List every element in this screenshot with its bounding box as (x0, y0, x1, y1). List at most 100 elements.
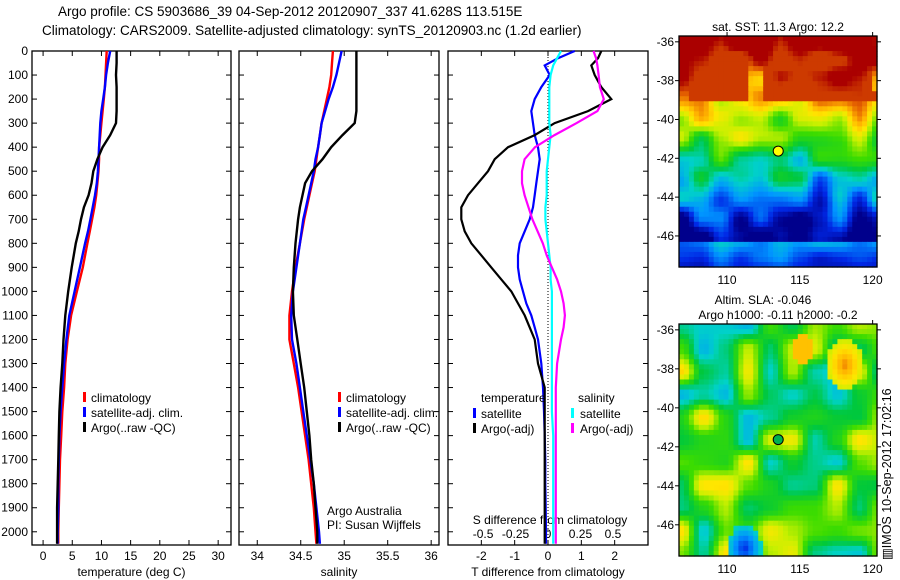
map-cell (688, 510, 695, 517)
map-cell (743, 349, 749, 355)
map-cell (718, 550, 725, 557)
map-cell (787, 465, 794, 471)
map-cell (778, 156, 784, 163)
map-cell (708, 186, 715, 193)
map-cell (743, 241, 749, 248)
map-cell (723, 121, 730, 127)
map-cell (698, 455, 705, 461)
map-cell (758, 379, 764, 386)
map-cell (842, 515, 848, 522)
y-tick-label: -42 (657, 151, 675, 165)
map-cell (817, 394, 824, 401)
map-cell (698, 226, 705, 233)
map-cell (733, 525, 739, 532)
map-cell (708, 176, 715, 183)
map-cell (782, 364, 789, 370)
map-cell (753, 36, 759, 42)
map-cell (812, 186, 819, 193)
map-cell (837, 201, 843, 208)
map-cell (807, 409, 814, 416)
map-cell (827, 364, 834, 370)
map-cell (867, 171, 873, 178)
map-cell (713, 445, 720, 451)
map-cell (842, 379, 848, 386)
map-cell (763, 236, 769, 243)
map-cell (748, 545, 754, 552)
map-cell (847, 339, 853, 345)
map-cell (782, 196, 789, 203)
map-cell (698, 91, 705, 97)
map-cell (862, 156, 868, 163)
map-cell (782, 475, 789, 481)
map-cell (782, 91, 789, 97)
map-cell (817, 116, 824, 122)
map-cell (847, 510, 853, 517)
map-cell (817, 41, 824, 47)
map-cell (688, 339, 695, 345)
map-cell (733, 56, 739, 62)
map-cell (852, 166, 858, 173)
map-cell (688, 176, 695, 183)
map-cell (827, 221, 834, 228)
map-cell (787, 131, 794, 138)
map-cell (827, 354, 834, 360)
map-cell (763, 101, 769, 107)
map-cell (812, 344, 819, 350)
map-cell (753, 81, 759, 87)
map-cell (738, 429, 744, 436)
map-cell (847, 56, 853, 62)
map-cell (832, 434, 838, 441)
map-cell (743, 76, 749, 82)
map-cell (693, 485, 700, 492)
map-cell (679, 334, 685, 340)
map-cell (679, 86, 685, 92)
map-cell (812, 76, 819, 82)
map-cell (817, 246, 824, 253)
map-cell (763, 81, 769, 87)
map-cell (683, 191, 690, 198)
map-cell (832, 141, 838, 148)
map-cell (693, 409, 700, 416)
map-cell (679, 520, 685, 527)
pi-annotation: PI: Susan Wijffels (327, 518, 421, 532)
map-cell (792, 419, 799, 426)
map-cell (708, 520, 715, 527)
map-cell (827, 389, 834, 396)
map-cell (698, 66, 705, 72)
map-cell (852, 51, 858, 57)
map-cell (688, 231, 695, 238)
map-cell (713, 221, 720, 228)
map-cell (792, 246, 799, 253)
map-cell (797, 141, 804, 148)
map-cell (763, 455, 769, 461)
map-cell (718, 206, 725, 213)
map-cell (758, 131, 764, 138)
map-cell (842, 470, 848, 476)
map-cell (837, 364, 843, 370)
map-cell (679, 36, 685, 42)
map-cell (832, 206, 838, 213)
map-cell (822, 76, 829, 82)
map-cell (807, 211, 814, 218)
map-cell (693, 525, 700, 532)
map-cell (773, 344, 779, 350)
map-cell (693, 71, 700, 77)
map-cell (797, 374, 804, 381)
map-cell (872, 56, 878, 62)
map-cell (857, 409, 863, 416)
map-cell (718, 344, 725, 350)
map-cell (679, 136, 685, 143)
map-cell (847, 51, 853, 57)
map-cell (812, 126, 819, 133)
map-cell (718, 251, 725, 258)
map-cell (857, 171, 863, 178)
map-cell (688, 540, 695, 547)
map-cell (822, 51, 829, 57)
map-cell (872, 445, 878, 451)
map-cell (862, 369, 868, 376)
map-cell (688, 374, 695, 381)
map-cell (733, 96, 739, 102)
map-cell (738, 495, 744, 502)
map-cell (723, 256, 730, 263)
map-cell (862, 324, 868, 330)
